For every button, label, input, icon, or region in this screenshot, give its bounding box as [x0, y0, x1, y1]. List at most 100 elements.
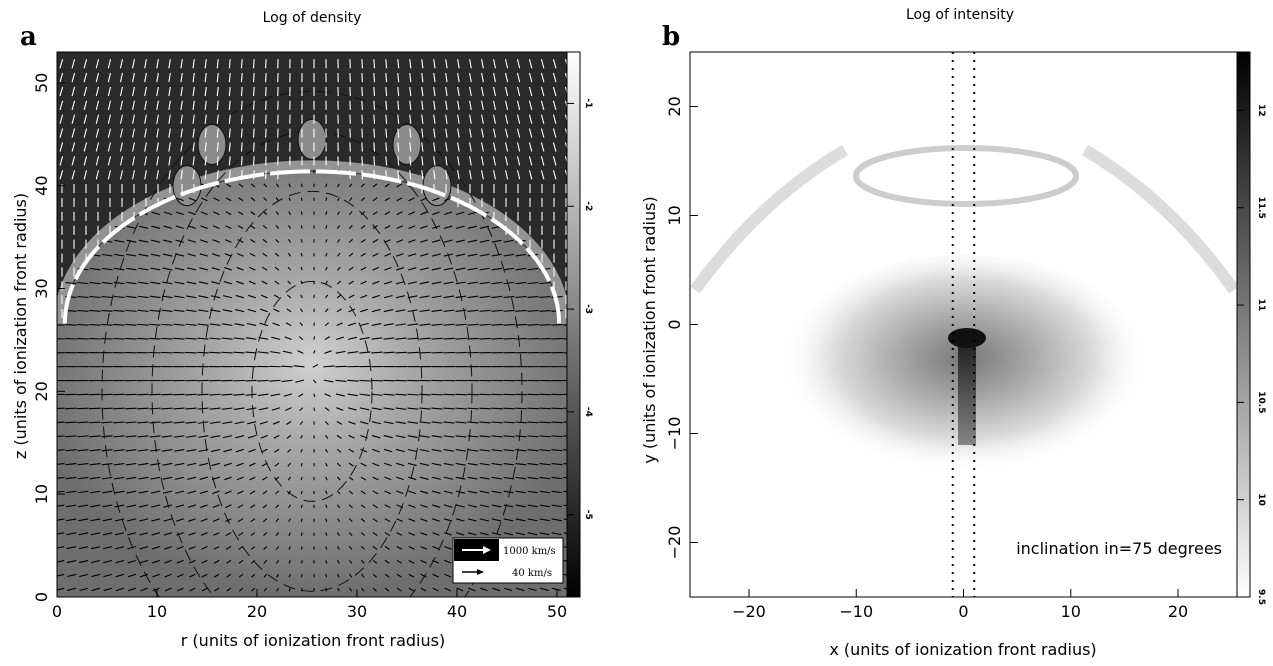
panel-a-title: Log of density	[263, 10, 362, 26]
velocity-arrow	[551, 422, 562, 423]
velocity-arrow	[113, 324, 124, 325]
y-tick-label: 0	[32, 592, 51, 602]
velocity-arrow	[386, 142, 387, 151]
velocity-arrow	[503, 408, 514, 409]
shell-clump	[173, 166, 201, 206]
velocity-arrow	[527, 408, 539, 409]
velocity-arrow	[386, 129, 387, 138]
panel-a-xlabel: r (units of ionization front radius)	[181, 631, 445, 650]
velocity-arrow	[383, 352, 394, 353]
y-tick-label: 30	[32, 278, 51, 298]
x-tick-label: 0	[958, 602, 968, 621]
panel-b-letter: b	[662, 22, 680, 52]
velocity-arrow	[254, 73, 255, 82]
velocity-arrow	[386, 73, 387, 82]
y-tick-label: 20	[32, 381, 51, 401]
velocity-arrow	[241, 142, 242, 151]
colorbar-tick-label: 10.5	[1256, 391, 1266, 413]
colorbar-tick-label: 9.5	[1256, 589, 1266, 605]
velocity-arrow	[467, 338, 478, 339]
velocity-arrow	[301, 532, 302, 535]
x-tick-label: 40	[447, 602, 467, 621]
velocity-arrow	[301, 184, 302, 187]
velocity-arrow	[314, 408, 315, 411]
shell-clump	[298, 119, 326, 159]
velocity-arrow	[113, 408, 124, 409]
velocity-arrow	[491, 324, 502, 325]
velocity-arrow	[431, 394, 442, 395]
colorbar-tick-label: 12	[1256, 104, 1266, 117]
velocity-arrow	[149, 338, 160, 339]
velocity-arrow	[281, 366, 293, 367]
velocity-arrow	[386, 87, 387, 96]
velocity-arrow	[314, 323, 315, 326]
velocity-arrow	[197, 394, 208, 395]
x-tick-label: 10	[147, 602, 167, 621]
velocity-arrow	[362, 115, 363, 124]
velocity-arrow	[362, 156, 363, 165]
velocity-arrow	[326, 588, 327, 591]
velocity-arrow	[539, 422, 550, 423]
velocity-arrow	[362, 59, 363, 68]
velocity-arrow	[479, 338, 491, 339]
velocity-arrow	[302, 588, 303, 591]
velocity-arrow	[374, 156, 375, 165]
shell-clump	[198, 125, 226, 165]
colorbar-tick-label: -4	[583, 407, 593, 417]
x-tick-label: 10	[1061, 602, 1081, 621]
velocity-arrow	[374, 101, 375, 110]
x-tick-label: 50	[547, 602, 567, 621]
velocity-arrow	[515, 422, 526, 423]
panel-a-letter: a	[20, 22, 37, 52]
velocity-arrow	[254, 156, 255, 165]
velocity-arrow	[241, 129, 242, 138]
velocity-arrow	[386, 59, 387, 68]
velocity-arrow	[503, 339, 515, 340]
velocity-arrow	[209, 394, 220, 395]
velocity-arrow	[362, 73, 363, 82]
velocity-arrow	[362, 142, 363, 151]
velocity-arrow	[254, 129, 255, 138]
velocity-arrow	[257, 380, 268, 381]
velocity-arrow	[374, 59, 375, 68]
velocity-arrow	[173, 338, 184, 339]
velocity-arrow	[89, 325, 100, 326]
velocity-arrow	[491, 338, 503, 339]
velocity-arrow	[125, 408, 136, 409]
intensity-colorbar	[1237, 52, 1250, 597]
velocity-arrow	[491, 408, 502, 409]
velocity-arrow	[301, 211, 302, 214]
velocity-arrow	[362, 101, 363, 110]
x-tick-label: 20	[1168, 602, 1188, 621]
y-tick-label: 10	[32, 484, 51, 504]
colorbar-tick-label: 11	[1256, 299, 1266, 312]
panel-b-xlabel: x (units of ionization front radius)	[829, 640, 1096, 659]
colorbar-tick-label: -2	[583, 201, 593, 211]
velocity-arrow	[455, 338, 466, 339]
velocity-arrow	[515, 408, 527, 409]
panel-a-ylabel: z (units of ionization front radius)	[11, 193, 30, 459]
colorbar-tick-label: 10	[1256, 493, 1266, 506]
velocity-arrow	[77, 422, 88, 423]
velocity-arrow	[539, 325, 550, 326]
velocity-arrow	[374, 73, 375, 82]
velocity-arrow	[419, 352, 431, 353]
velocity-arrow	[241, 87, 242, 96]
velocity-arrow	[374, 87, 375, 96]
velocity-arrow	[209, 352, 221, 353]
velocity-arrow	[53, 325, 65, 326]
x-tick-label: −10	[839, 602, 873, 621]
velocity-arrow	[125, 338, 137, 339]
y-tick-label: −10	[665, 417, 684, 451]
velocity-arrow	[149, 408, 160, 409]
velocity-arrow	[185, 394, 196, 395]
velocity-arrow	[245, 380, 257, 381]
velocity-arrow	[407, 352, 419, 353]
velocity-arrow	[197, 352, 209, 353]
velocity-arrow	[527, 325, 538, 326]
intensity-peak	[948, 328, 986, 348]
y-tick-label: −20	[665, 526, 684, 560]
colorbar-tick-label: -3	[583, 304, 593, 314]
